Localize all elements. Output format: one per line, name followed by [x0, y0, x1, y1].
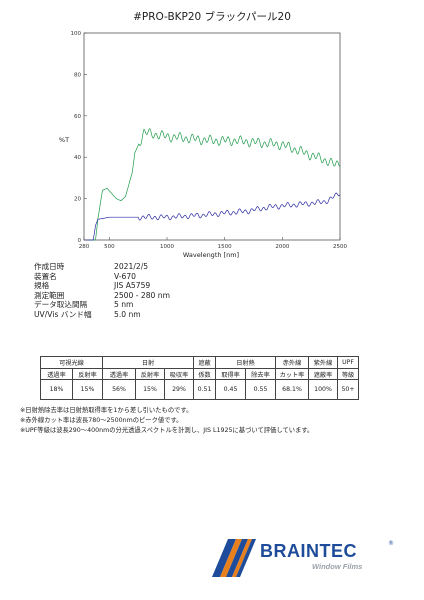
table-subheader: 反射率 [135, 368, 165, 380]
y-tick-label: 100 [71, 31, 82, 37]
x-tick-label: 500 [104, 244, 115, 250]
table-subheader: 等級 [337, 368, 359, 380]
x-tick-label: 1000 [160, 244, 174, 250]
measurement-value: JIS A5759 [114, 281, 151, 291]
measurement-value: V-670 [114, 271, 136, 281]
performance-table: 可視光線 日射 遮蔽 日射熱 赤外線 紫外線 UPF 透過率 反射率 透過率 反… [40, 356, 359, 400]
brand-logo-icon [212, 539, 256, 577]
header-shading: 遮蔽 [193, 356, 216, 369]
registered-mark: ® [388, 540, 394, 547]
series-line-2 [84, 192, 341, 241]
plot-series [84, 128, 341, 241]
measurement-row: 測定範囲 2500 - 280 nm [34, 291, 234, 301]
table-cell: 15% [135, 379, 165, 400]
table-cell: 0.45 [215, 379, 246, 400]
table-subheader: 反射率 [72, 368, 103, 380]
x-tick-label: 2000 [275, 244, 289, 250]
measurement-value: 2021/2/5 [114, 262, 149, 271]
table-cell: 0.51 [193, 379, 216, 400]
measurement-label: UV/Vis バンド幅 [34, 309, 92, 319]
y-tick-label: 60 [74, 114, 81, 120]
table-subheader-row: 透過率 反射率 透過率 反射率 吸収率 係数 取得率 除去率 カット率 遮蔽率 … [40, 368, 359, 380]
measurement-label: 規格 [34, 281, 50, 291]
plot-ticks: 280 500 1000 1500 2000 2500 0 20 40 60 80 100 [71, 31, 348, 250]
transmittance-chart: 280 500 1000 1500 2000 2500 0 20 40 60 80 100 %T Wa… [59, 31, 348, 259]
plot-frame [83, 32, 341, 241]
header-infrared: 赤外線 [275, 356, 309, 369]
measurement-info: 作成日時 2021/2/5 装置名 V-670 規格 JIS A5759 測定範… [34, 262, 234, 320]
table-subheader: 吸収率 [164, 368, 194, 380]
measurement-label: 測定範囲 [34, 290, 65, 300]
y-tick-label: 20 [74, 197, 81, 203]
measurement-label: 作成日時 [34, 262, 65, 271]
table-cell: 18% [40, 379, 73, 400]
measurement-row: 規格 JIS A5759 [34, 281, 234, 291]
table-subheader: 透過率 [40, 368, 73, 380]
footnote: ※赤外線カット率は波長780～2500nmのピーク値です。 [20, 417, 183, 424]
x-axis-label: Wavelength [nm] [183, 251, 239, 259]
measurement-label: データ取込間隔 [34, 300, 88, 310]
y-tick-label: 80 [74, 72, 81, 78]
measurement-row: UV/Vis バンド幅 5.0 nm [34, 310, 234, 320]
header-visible: 可視光線 [40, 356, 103, 369]
measurement-value: 2500 - 280 nm [114, 290, 171, 300]
footnote: ※日射熱除去率は日射熱取得率を1から差し引いたものです。 [20, 407, 193, 414]
table-values-row: 18% 15% 56% 15% 29% 0.51 0.45 0.55 68.1%… [40, 379, 359, 400]
brand-name: BRAINTEC [260, 541, 357, 561]
table-cell: 15% [72, 379, 103, 400]
table-subheader: 取得率 [215, 368, 246, 380]
table-cell: 0.55 [245, 379, 276, 400]
table-cell: 29% [164, 379, 194, 400]
measurement-label: 装置名 [34, 271, 57, 281]
y-axis-label: %T [59, 136, 69, 144]
table-subheader: 遮蔽率 [308, 368, 338, 380]
table-cell: 100% [308, 379, 338, 400]
measurement-value: 5 nm [114, 300, 134, 310]
measurement-row: 装置名 V-670 [34, 272, 234, 282]
x-tick-label: 1500 [218, 244, 232, 250]
y-tick-label: 40 [74, 155, 81, 161]
header-solar: 日射 [102, 356, 194, 369]
measurement-row: 作成日時 2021/2/5 [34, 262, 234, 272]
footnote: ※UPF等級は波長290～400nmの分光透過スペクトルを計測し、JIS L19… [20, 427, 314, 434]
table-cell: 68.1% [275, 379, 309, 400]
table-subheader: カット率 [275, 368, 309, 380]
x-tick-label: 2500 [333, 244, 347, 250]
header-ultraviolet: 紫外線 [308, 356, 338, 369]
table-subheader: 除去率 [245, 368, 276, 380]
measurement-row: データ取込間隔 5 nm [34, 300, 234, 310]
plot-border [83, 32, 341, 241]
header-upf: UPF [337, 356, 359, 369]
table-group-header-row: 可視光線 日射 遮蔽 日射熱 赤外線 紫外線 UPF [40, 356, 359, 369]
brand-tagline: Window Films [312, 562, 363, 571]
series-line-1 [84, 128, 341, 241]
table-cell: 50+ [337, 379, 359, 400]
y-tick-label: 0 [78, 238, 82, 244]
page-title: #PRO-BKP20 ブラックパール20 [133, 11, 291, 23]
x-tick-label: 280 [79, 244, 90, 250]
measurement-value: 5.0 nm [114, 309, 141, 319]
table-cell: 56% [102, 379, 136, 400]
table-subheader: 係数 [193, 368, 216, 380]
footnotes: ※日射熱除去率は日射熱取得率を1から差し引いたものです。 ※赤外線カット率は波長… [20, 406, 313, 436]
header-solar-heat: 日射熱 [215, 356, 276, 369]
table-subheader: 透過率 [102, 368, 136, 380]
